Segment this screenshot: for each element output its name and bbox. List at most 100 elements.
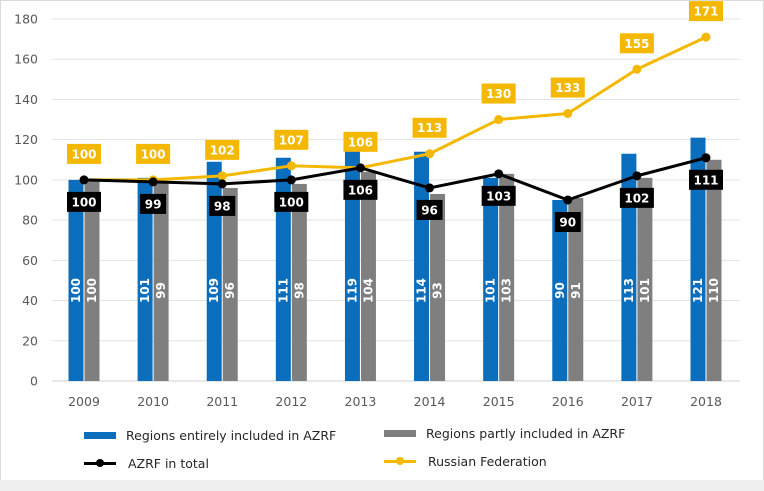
value-label-box bbox=[619, 187, 654, 208]
y-tick-label: 100 bbox=[14, 172, 38, 187]
bar bbox=[690, 137, 706, 381]
bar bbox=[499, 173, 515, 381]
value-label: 99 bbox=[145, 197, 162, 211]
value-label-box bbox=[274, 191, 309, 212]
legend-line-black-icon bbox=[84, 459, 116, 467]
line-marker bbox=[701, 153, 711, 163]
value-label-box bbox=[550, 77, 585, 98]
value-label: 113 bbox=[417, 121, 442, 135]
line-marker bbox=[286, 175, 296, 185]
legend-item-regions-entirely: Regions entirely included in AZRF bbox=[84, 428, 336, 443]
bar-value-label: 113 bbox=[622, 278, 636, 303]
x-tick-label: 2014 bbox=[414, 394, 446, 409]
x-tick-label: 2018 bbox=[690, 394, 722, 409]
line-marker bbox=[494, 115, 504, 125]
x-tick-label: 2010 bbox=[137, 394, 169, 409]
y-axis: 0 20 40 60 80 100 120 140 160 180 bbox=[14, 12, 38, 389]
x-tick-label: 2015 bbox=[483, 394, 515, 409]
bar-value-label: 110 bbox=[707, 278, 721, 303]
value-label: 90 bbox=[559, 216, 576, 230]
bar-value-label: 121 bbox=[691, 278, 705, 303]
x-tick-label: 2016 bbox=[552, 394, 584, 409]
value-label-box bbox=[274, 129, 309, 150]
lines bbox=[79, 32, 711, 205]
value-label: 100 bbox=[71, 195, 96, 209]
value-label-box bbox=[205, 139, 240, 160]
value-label-box bbox=[416, 199, 443, 220]
bottom-band bbox=[0, 480, 764, 491]
legend-line-yellow-icon bbox=[384, 457, 416, 465]
bar-value-label: 109 bbox=[207, 278, 221, 303]
value-label: 100 bbox=[279, 195, 304, 209]
value-label-box bbox=[343, 131, 378, 152]
line-marker bbox=[425, 149, 435, 159]
bar bbox=[706, 159, 722, 381]
bar bbox=[137, 177, 153, 381]
value-label-box bbox=[209, 195, 236, 216]
bar bbox=[68, 179, 84, 381]
line-marker bbox=[425, 183, 435, 193]
value-label: 102 bbox=[210, 143, 235, 157]
value-label: 107 bbox=[279, 133, 304, 147]
line-marker bbox=[217, 171, 227, 181]
bar-labels: 100 101 109 111 119 114 101 90 113 121 100 99 96 98 10… bbox=[69, 278, 721, 303]
bar bbox=[552, 200, 568, 381]
bar-value-label: 96 bbox=[223, 282, 237, 299]
bar-value-label: 90 bbox=[553, 282, 567, 299]
x-tick-label: 2017 bbox=[621, 394, 653, 409]
value-label: 106 bbox=[348, 183, 373, 197]
x-tick-label: 2011 bbox=[206, 394, 238, 409]
bar-value-label: 100 bbox=[85, 278, 99, 303]
bar-value-label: 100 bbox=[69, 278, 83, 303]
line-marker bbox=[494, 169, 504, 179]
value-label: 171 bbox=[693, 5, 718, 19]
legend-label: Regions entirely included in AZRF bbox=[126, 428, 337, 443]
legend-swatch-blue bbox=[84, 432, 116, 439]
line-labels: 100 100 102 107 106 113 130 133 155 171 100 99 98 100… bbox=[67, 1, 723, 232]
bar bbox=[621, 153, 637, 381]
line-marker bbox=[286, 161, 296, 171]
x-tick-label: 2013 bbox=[345, 394, 377, 409]
line-marker bbox=[632, 64, 642, 74]
y-tick-label: 40 bbox=[22, 293, 38, 308]
legend-item-azrf-total: AZRF in total bbox=[84, 456, 209, 471]
bar-value-label: 93 bbox=[431, 282, 445, 299]
x-tick-label: 2012 bbox=[275, 394, 307, 409]
bars bbox=[68, 137, 722, 381]
bar bbox=[153, 181, 169, 381]
series-line bbox=[83, 156, 707, 202]
y-tick-label: 140 bbox=[14, 92, 38, 107]
value-label: 111 bbox=[693, 173, 718, 187]
value-label: 102 bbox=[624, 191, 649, 205]
value-label: 96 bbox=[421, 203, 438, 217]
x-axis: 2009 2010 2011 2012 2013 2014 2015 2016 2017 2018 bbox=[68, 394, 722, 409]
series-line bbox=[84, 35, 707, 182]
value-label-box bbox=[67, 143, 101, 164]
value-label-box bbox=[136, 143, 171, 164]
line-marker bbox=[563, 109, 573, 119]
y-tick-label: 160 bbox=[14, 52, 38, 67]
bar bbox=[430, 193, 446, 381]
bar bbox=[222, 187, 238, 381]
bar-value-label: 91 bbox=[569, 282, 583, 299]
line-marker bbox=[148, 177, 158, 187]
bar-value-label: 103 bbox=[500, 278, 514, 303]
value-label: 100 bbox=[141, 147, 166, 161]
y-tick-label: 180 bbox=[14, 12, 38, 27]
value-label: 133 bbox=[555, 81, 580, 95]
value-label-box bbox=[67, 191, 101, 212]
line-marker bbox=[701, 32, 711, 42]
line-marker bbox=[632, 171, 642, 181]
bar bbox=[206, 161, 222, 381]
value-label: 98 bbox=[214, 199, 231, 213]
line-marker bbox=[355, 163, 365, 173]
line-marker bbox=[79, 175, 89, 185]
bar bbox=[637, 177, 653, 381]
value-label: 130 bbox=[486, 87, 511, 101]
bar bbox=[291, 183, 307, 381]
legend-label: Regions partly included in AZRF bbox=[426, 426, 626, 441]
value-label-box bbox=[554, 212, 581, 232]
bar-value-label: 114 bbox=[415, 278, 429, 303]
